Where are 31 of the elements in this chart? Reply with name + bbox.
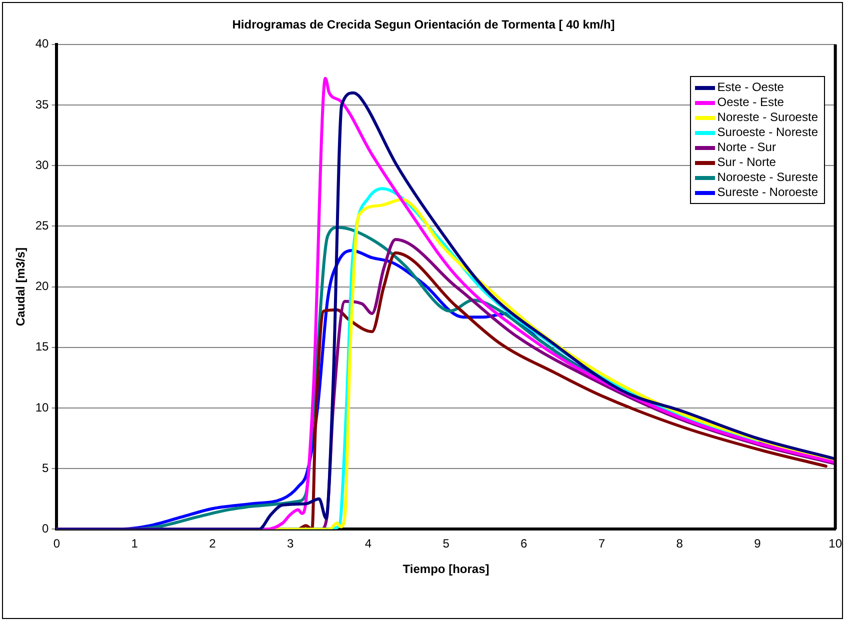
x-tick-label: 5: [442, 536, 450, 551]
x-tick-label: 2: [209, 536, 216, 551]
legend-label: Sureste - Noroeste: [717, 185, 818, 200]
legend-label: Noreste - Suroeste: [717, 110, 818, 125]
y-tick-label: 15: [35, 340, 50, 354]
legend-label: Noroeste - Sureste: [717, 170, 818, 185]
y-tick-label: 5: [42, 460, 50, 475]
legend-label: Sur - Norte: [717, 155, 776, 170]
x-tick-label: 9: [754, 536, 762, 551]
y-tick-label: 10: [35, 400, 50, 414]
x-tick-label: 7: [598, 536, 606, 551]
y-tick-label: 20: [35, 279, 50, 294]
x-tick-label: 10: [828, 536, 842, 551]
x-tick-label: 1: [131, 536, 138, 551]
y-tick-label: 25: [35, 218, 50, 233]
legend-label: Norte - Sur: [717, 140, 776, 155]
legend-label: Oeste - Este: [717, 95, 784, 110]
y-tick-label: 0: [42, 522, 50, 536]
x-axis-title: Tiempo [horas]: [402, 562, 490, 576]
x-tick-label: 3: [286, 536, 294, 551]
legend-label: Este - Oeste: [717, 80, 784, 95]
y-tick-label: 35: [35, 97, 50, 112]
legend-label: Suroeste - Noreste: [717, 125, 818, 140]
x-tick-label: 8: [676, 536, 684, 551]
x-tick-label: 0: [53, 536, 60, 551]
y-tick-label: 30: [35, 158, 50, 172]
chart-title: Hidrogramas de Crecida Segun Orientación de Tormenta [ 40 km/h]: [232, 18, 615, 32]
y-axis-title: Caudal [m3/s]: [14, 247, 28, 326]
x-tick-label: 6: [520, 536, 528, 551]
x-tick-label: 4: [364, 536, 372, 551]
y-tick-label: 40: [35, 36, 50, 51]
